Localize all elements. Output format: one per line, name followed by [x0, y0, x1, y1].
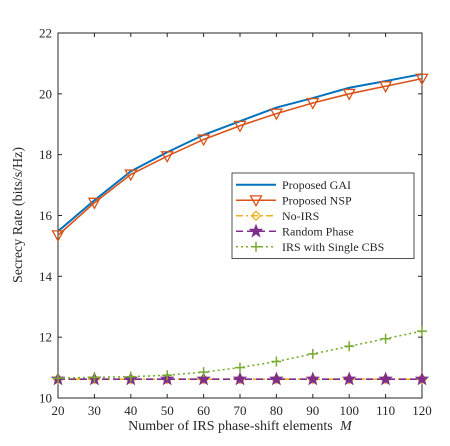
- data-point-marker: [342, 88, 356, 101]
- y-tick-label: 22: [39, 26, 52, 41]
- x-tick-label: 70: [234, 403, 247, 418]
- series-proposed-nsp: [51, 73, 429, 243]
- data-point-marker: [198, 367, 209, 378]
- data-point-marker: [269, 371, 284, 386]
- x-tick-label: 120: [412, 403, 432, 418]
- data-point-marker: [417, 326, 427, 337]
- data-point-marker: [233, 120, 247, 133]
- y-tick-label: 18: [39, 147, 52, 162]
- legend-entry: Random Phase: [236, 223, 354, 238]
- x-tick-label: 30: [88, 403, 101, 418]
- y-tick-label: 20: [39, 86, 52, 101]
- data-point-marker: [51, 230, 65, 243]
- series-line: [57, 77, 423, 236]
- legend-marker-sample: [250, 210, 262, 222]
- data-point-marker: [306, 97, 320, 110]
- data-point-marker: [160, 151, 174, 164]
- y-axis-label: Secrecy Rate (bits/s/Hz): [11, 147, 26, 283]
- data-point-marker: [378, 371, 393, 386]
- data-point-marker: [380, 333, 391, 344]
- data-point-marker: [53, 373, 63, 384]
- legend-marker-sample: [251, 241, 261, 252]
- data-point-marker: [305, 371, 321, 386]
- data-point-marker: [87, 197, 102, 210]
- data-point-marker: [378, 81, 393, 94]
- x-tick-label: 90: [306, 403, 319, 418]
- y-tick-label: 12: [39, 330, 52, 345]
- legend-label: No-IRS: [282, 209, 319, 223]
- series-irs-with-single-cbs: [53, 326, 427, 384]
- series-line: [57, 330, 423, 380]
- data-point-marker: [235, 362, 245, 373]
- legend-marker-sample: [248, 223, 264, 238]
- legend-entry: Proposed GAI: [236, 178, 351, 192]
- data-point-marker: [162, 370, 173, 381]
- x-tick-label: 50: [161, 403, 174, 418]
- data-point-marker: [196, 134, 211, 147]
- data-point-marker: [341, 371, 357, 386]
- x-axis-label-text: Number of IRS phase-shift elements: [128, 419, 333, 434]
- axes-ticks: 20 30 40 50 60 70 80 90 100 110 120 10 12 14 16 18 20 22: [39, 26, 432, 419]
- x-tick-label: 60: [197, 403, 210, 418]
- y-tick-label: 10: [39, 391, 52, 406]
- data-point-marker: [125, 371, 136, 382]
- y-tick-label: 14: [39, 269, 53, 284]
- x-tick-label: 40: [124, 403, 137, 418]
- x-axis-label: Number of IRS phase-shift elements M: [128, 419, 353, 434]
- data-point-marker: [269, 108, 284, 121]
- data-point-marker: [307, 348, 318, 359]
- data-point-marker: [232, 371, 248, 386]
- legend-label: Proposed GAI: [282, 178, 351, 192]
- legend-entry: Proposed NSP: [236, 193, 352, 207]
- x-axis-label-variable: M: [339, 419, 353, 434]
- y-tick-label: 16: [39, 208, 53, 223]
- legend-entry: IRS with Single CBS: [236, 240, 384, 254]
- legend-marker-sample: [249, 195, 263, 208]
- x-tick-label: 110: [376, 403, 395, 418]
- legend-label: Proposed NSP: [282, 193, 352, 207]
- legend-label: Random Phase: [282, 224, 354, 238]
- x-tick-label: 20: [52, 403, 65, 418]
- x-tick-label: 100: [339, 403, 359, 418]
- series-layer: [50, 73, 430, 386]
- data-point-marker: [89, 372, 100, 383]
- x-tick-label: 80: [270, 403, 283, 418]
- data-point-marker: [124, 169, 138, 182]
- data-point-marker: [414, 371, 430, 386]
- data-point-marker: [344, 341, 355, 352]
- legend-label: IRS with Single CBS: [282, 240, 384, 254]
- data-point-marker: [415, 73, 429, 86]
- legend-entry: No-IRS: [236, 209, 319, 223]
- data-point-marker: [196, 371, 211, 386]
- data-point-marker: [271, 356, 282, 367]
